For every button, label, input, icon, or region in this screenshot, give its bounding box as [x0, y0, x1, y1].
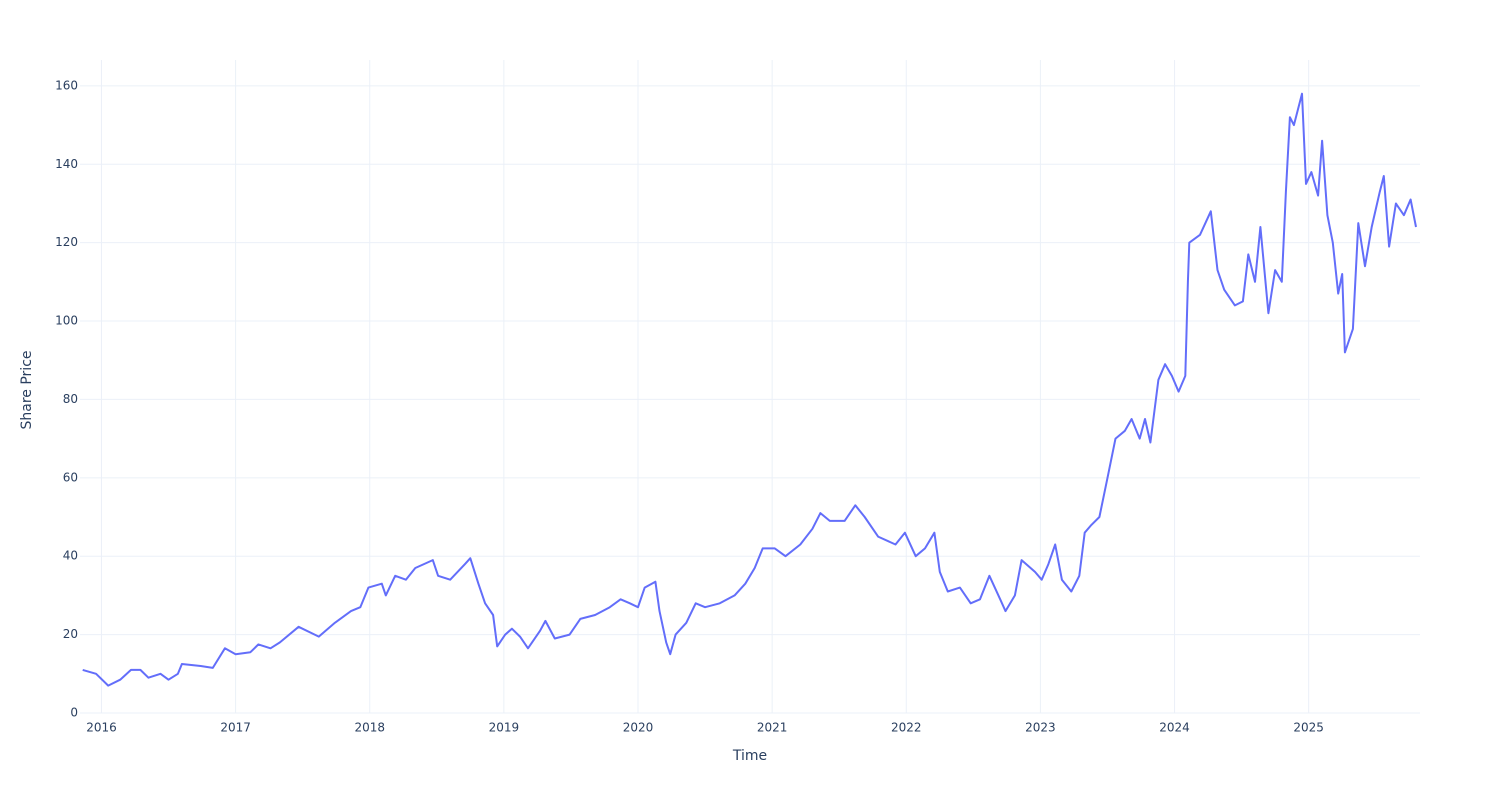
- y-tick-label: 100: [55, 314, 78, 328]
- x-tick-label: 2023: [1025, 721, 1056, 735]
- x-tick-label: 2019: [489, 721, 520, 735]
- y-tick-label: 120: [55, 235, 78, 249]
- y-tick-label: 20: [63, 627, 78, 641]
- y-tick-label: 40: [63, 549, 78, 563]
- y-tick-label: 60: [63, 470, 78, 484]
- y-tick-label: 160: [55, 78, 78, 92]
- y-tick-label: 0: [70, 706, 78, 720]
- x-tick-label: 2016: [86, 721, 117, 735]
- price-line: [82, 92, 1417, 687]
- x-axis-label: Time: [732, 748, 767, 764]
- x-tick-label: 2025: [1293, 721, 1324, 735]
- x-tick-label: 2021: [757, 721, 788, 735]
- y-tick-label: 80: [63, 392, 78, 406]
- x-tick-label: 2017: [220, 721, 251, 735]
- x-tick-label: 2018: [354, 721, 385, 735]
- y-tick-label: 140: [55, 157, 78, 171]
- x-tick-label: 2020: [623, 721, 654, 735]
- x-tick-label: 2024: [1159, 721, 1190, 735]
- x-tick-label: 2022: [891, 721, 922, 735]
- y-axis-label: Share Price: [19, 350, 35, 429]
